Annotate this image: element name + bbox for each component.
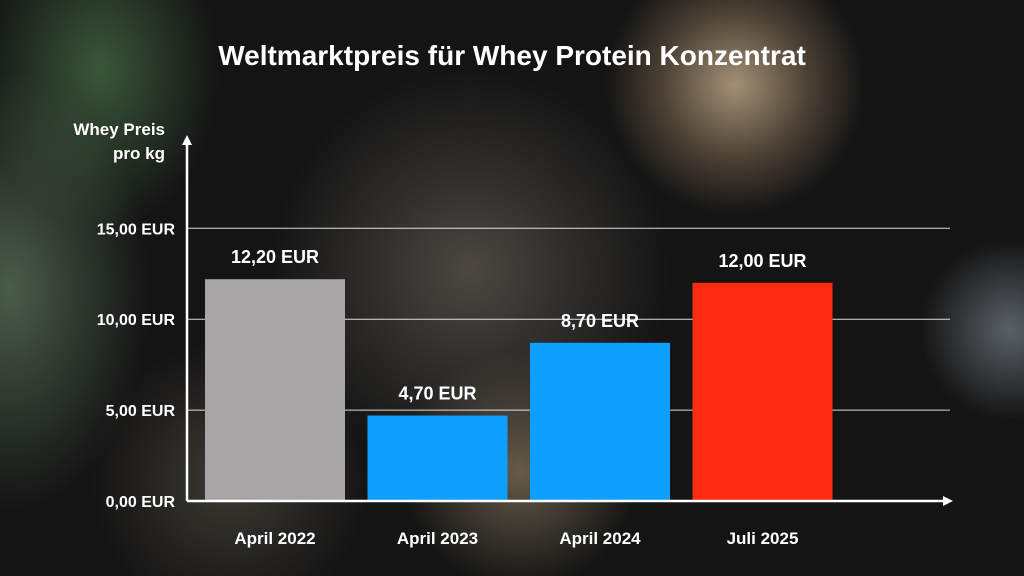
x-tick-label-2: April 2023 bbox=[397, 529, 478, 548]
x-tick-label-4: Juli 2025 bbox=[727, 529, 799, 548]
data-label-3: 8,70 EUR bbox=[561, 311, 639, 331]
x-tick-label-1: April 2022 bbox=[234, 529, 315, 548]
bar-3 bbox=[530, 342, 670, 501]
x-tick-label-3: April 2024 bbox=[559, 529, 641, 548]
y-tick-label: 0,00 EUR bbox=[106, 494, 176, 511]
y-tick-label: 15,00 EUR bbox=[97, 221, 176, 238]
chart-title: Weltmarktpreis für Whey Protein Konzentr… bbox=[218, 40, 806, 71]
data-label-1: 12,20 EUR bbox=[231, 247, 319, 267]
bar-1 bbox=[205, 279, 345, 501]
bar-4 bbox=[692, 282, 833, 501]
bars bbox=[205, 279, 833, 501]
bar-2 bbox=[367, 415, 508, 501]
y-axis-label-line2: pro kg bbox=[113, 144, 165, 163]
data-label-2: 4,70 EUR bbox=[398, 384, 476, 404]
y-axis-label-line1: Whey Preis bbox=[73, 120, 165, 139]
y-tick-label: 10,00 EUR bbox=[97, 312, 176, 329]
data-label-4: 12,00 EUR bbox=[718, 251, 806, 271]
y-tick-label: 5,00 EUR bbox=[106, 403, 176, 420]
labels: 0,00 EUR 5,00 EUR 10,00 EUR 15,00 EUR 12,20 … bbox=[97, 221, 807, 548]
